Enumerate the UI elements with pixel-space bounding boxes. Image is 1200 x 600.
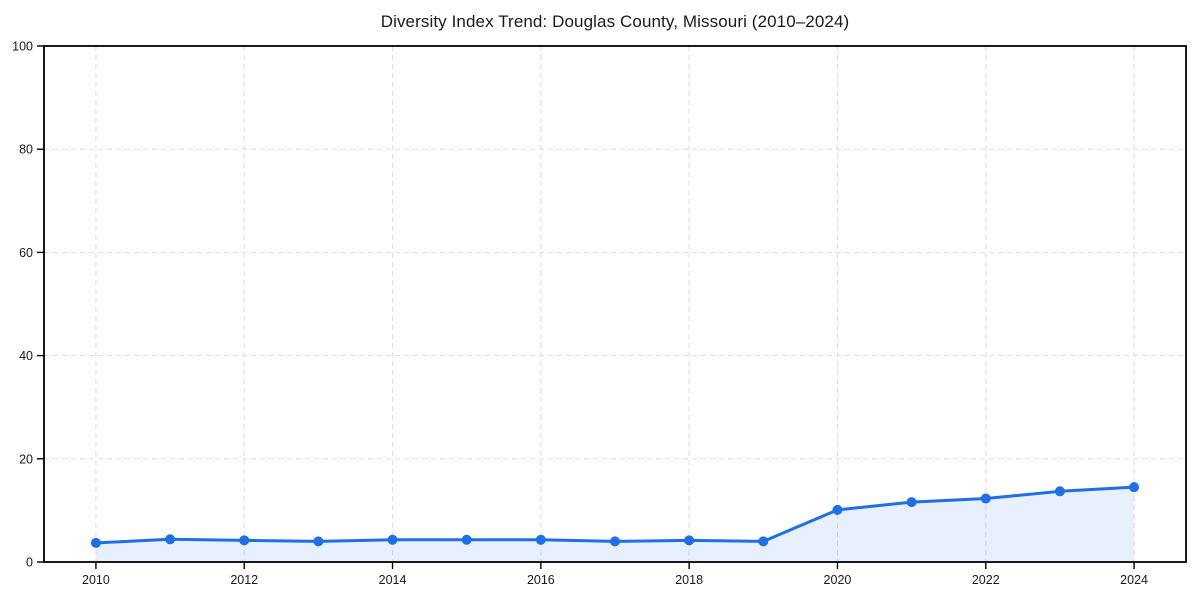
data-point-marker	[90, 537, 101, 548]
y-tick-label: 40	[19, 349, 33, 363]
y-tick-label: 60	[19, 246, 33, 260]
x-tick-label: 2020	[824, 573, 852, 587]
series-markers	[90, 482, 1140, 548]
x-tick-label: 2022	[972, 573, 1000, 587]
data-point-marker	[165, 534, 176, 545]
data-point-marker	[239, 535, 250, 546]
plot-border	[43, 45, 1187, 563]
y-tick-label: 0	[26, 556, 33, 570]
data-point-marker	[906, 497, 917, 508]
data-point-marker	[535, 534, 546, 545]
data-point-marker	[1054, 486, 1065, 497]
data-point-marker	[832, 504, 843, 515]
data-point-marker	[684, 535, 695, 546]
y-tick-label: 20	[19, 452, 33, 466]
y-tick-label: 100	[12, 40, 33, 54]
y-tick-label: 80	[19, 143, 33, 157]
data-point-marker	[313, 536, 324, 547]
chart-title: Diversity Index Trend: Douglas County, M…	[380, 12, 850, 31]
x-tick-label: 2018	[675, 573, 703, 587]
data-point-marker	[461, 534, 472, 545]
y-axis: 0 20 40 60 80 100	[12, 40, 44, 570]
x-tick-label: 2024	[1120, 573, 1148, 587]
data-point-marker	[387, 534, 398, 545]
x-tick-label: 2016	[527, 573, 555, 587]
series-area-fill	[95, 487, 1135, 562]
x-tick-label: 2014	[379, 573, 407, 587]
data-point-marker	[1129, 482, 1140, 493]
x-tick-label: 2012	[230, 573, 258, 587]
data-point-marker	[980, 493, 991, 504]
data-point-marker	[758, 536, 769, 547]
gridlines	[44, 45, 1186, 562]
x-axis: 2010 2012 2014 2016 2018 2020 2022 2024	[82, 562, 1148, 587]
x-tick-label: 2010	[82, 573, 110, 587]
data-point-marker	[610, 536, 620, 547]
